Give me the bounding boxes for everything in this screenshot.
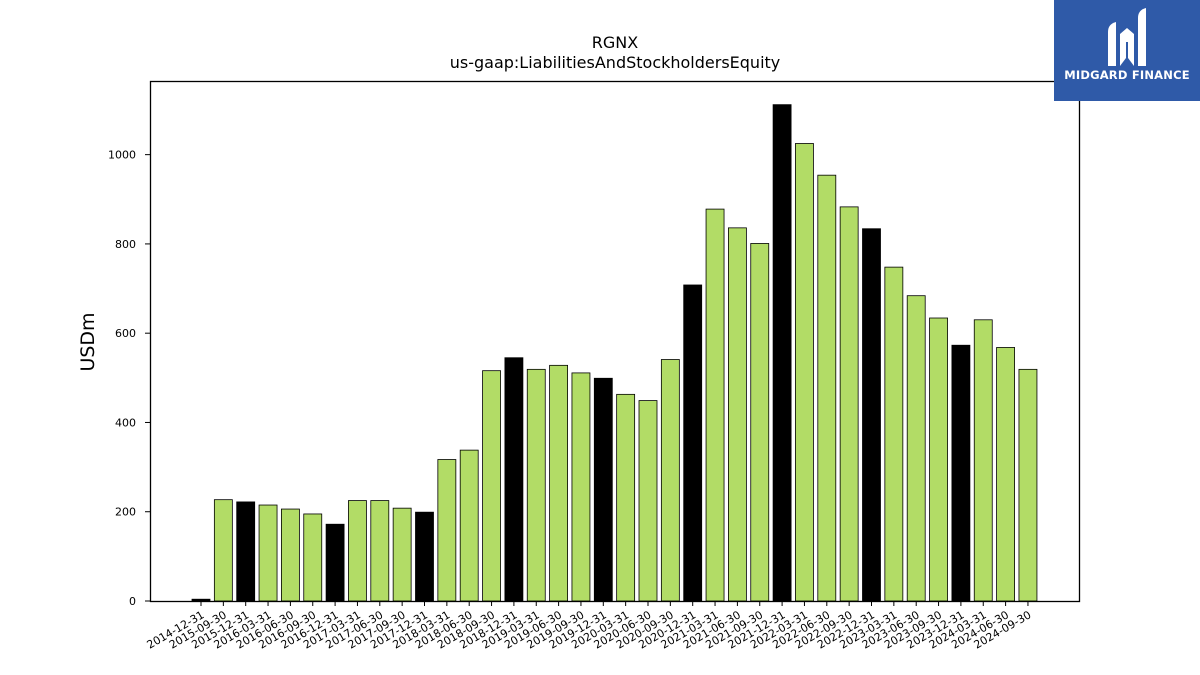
bar-2017-09-30: [392, 507, 412, 602]
bar-2022-06-30: [817, 174, 837, 602]
y-tick-label: 1000: [108, 149, 136, 162]
bar-2021-12-31: [772, 104, 792, 602]
bar-2020-09-30: [660, 359, 680, 602]
bar-2021-09-30: [750, 243, 770, 602]
bar-2018-06-30: [459, 449, 479, 602]
bar-2023-03-31: [884, 266, 904, 602]
bar-2023-09-30: [929, 317, 948, 602]
bar-2014-12-31: [191, 598, 211, 602]
bar-2018-03-31: [437, 459, 457, 602]
bar-2022-12-31: [862, 228, 881, 602]
bar-2023-12-31: [951, 344, 971, 602]
bar-2017-12-31: [415, 511, 434, 602]
brand-name: MIDGARD FINANCE: [1064, 68, 1190, 82]
y-axis-label: USDm: [77, 312, 99, 371]
bar-2015-12-31: [236, 501, 256, 602]
bar-2019-06-30: [549, 364, 568, 602]
bar-2017-03-31: [348, 500, 367, 602]
bar-2021-03-31: [705, 208, 725, 602]
bar-2020-12-31: [683, 284, 703, 602]
bar-series: [191, 104, 1038, 602]
y-tick-label: 600: [115, 327, 136, 340]
bar-2022-03-31: [795, 143, 814, 602]
brand-logo: MIDGARD FINANCE: [1054, 0, 1200, 101]
bar-2022-09-30: [839, 206, 859, 602]
bar-2019-12-31: [593, 377, 613, 602]
bar-2019-09-30: [571, 372, 591, 602]
bar-2021-06-30: [728, 227, 747, 602]
y-tick-label: 200: [115, 506, 136, 519]
y-tick-label: 0: [129, 595, 136, 608]
bar-2020-03-31: [616, 393, 636, 602]
bar-2015-09-30: [213, 499, 233, 602]
bar-2020-06-30: [638, 400, 658, 602]
bar-2024-09-30: [1018, 368, 1038, 602]
bar-2016-03-31: [258, 504, 278, 602]
bar-2018-09-30: [482, 370, 501, 602]
y-tick-label: 400: [115, 416, 136, 429]
bar-2016-09-30: [303, 513, 323, 602]
bar-2018-12-31: [504, 357, 524, 602]
plot-frame: [149, 80, 1081, 603]
y-tick-label: 800: [115, 238, 136, 251]
bar-2024-03-31: [973, 319, 993, 602]
x-axis: 2014-12-312015-09-302015-12-312016-03-31…: [145, 601, 1033, 652]
bar-2023-06-30: [906, 295, 926, 602]
chart-subtitle: us-gaap:LiabilitiesAndStockholdersEquity: [450, 53, 781, 72]
y-axis: 0 200 400 600 800 1000: [108, 149, 150, 608]
chart-title: RGNX: [592, 33, 638, 52]
bar-2024-06-30: [996, 347, 1015, 602]
bar-2016-06-30: [280, 508, 300, 602]
bar-2019-03-31: [526, 368, 546, 602]
midgard-logo-icon: [1108, 8, 1146, 66]
bar-2016-12-31: [325, 523, 345, 602]
bar-2017-06-30: [370, 500, 390, 602]
